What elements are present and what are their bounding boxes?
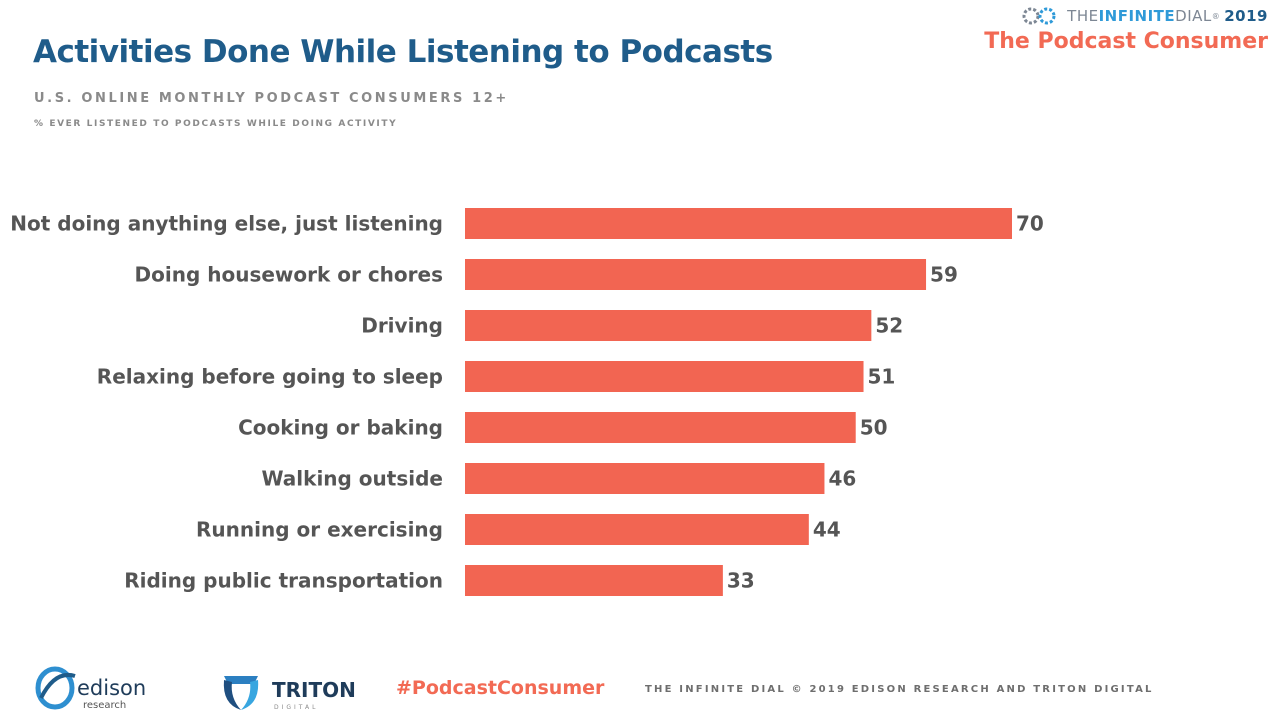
bar-value-label: 51 bbox=[868, 365, 896, 389]
bar-value-label: 59 bbox=[930, 263, 958, 287]
chart-subtitle: U.S. ONLINE MONTHLY PODCAST CONSUMERS 12… bbox=[34, 91, 509, 106]
bar-value-label: 33 bbox=[727, 569, 755, 593]
copyright: THE INFINITE DIAL © 2019 EDISON RESEARCH… bbox=[645, 684, 1154, 695]
brand-suffix: DIAL bbox=[1175, 7, 1212, 25]
page-title: Activities Done While Listening to Podca… bbox=[33, 34, 773, 70]
category-label: Walking outside bbox=[261, 467, 443, 491]
category-label: Cooking or baking bbox=[238, 416, 443, 440]
bar bbox=[465, 361, 864, 392]
bar bbox=[465, 208, 1012, 239]
triton-sub: DIGITAL bbox=[274, 704, 318, 711]
edison-research-logo: edison research bbox=[33, 662, 163, 717]
bar bbox=[465, 259, 927, 290]
bar-value-label: 70 bbox=[1016, 212, 1044, 236]
bar-chart: Not doing anything else, just listening 7… bbox=[10, 208, 1044, 596]
bar-value-label: 46 bbox=[828, 467, 856, 491]
bar bbox=[465, 412, 856, 443]
bar bbox=[465, 310, 872, 341]
triton-wordmark: TRITON bbox=[272, 678, 356, 702]
bar bbox=[465, 514, 809, 545]
category-label: Riding public transportation bbox=[124, 569, 443, 593]
chart-note: % EVER LISTENED TO PODCASTS WHILE DOING … bbox=[34, 119, 398, 129]
hashtag: #PodcastConsumer bbox=[396, 677, 605, 699]
brand-prefix: THE bbox=[1067, 7, 1099, 25]
edison-wordmark: edison bbox=[77, 676, 146, 700]
infinite-dial-logo-icon bbox=[1021, 6, 1061, 26]
bar-value-label: 52 bbox=[875, 314, 903, 338]
bar bbox=[465, 463, 825, 494]
brand-trademark: ® bbox=[1211, 11, 1221, 21]
brand-infinite-dial: THE INFINITE DIAL ® 2019 bbox=[984, 6, 1268, 26]
category-label: Doing housework or chores bbox=[135, 263, 443, 287]
edison-sub: research bbox=[83, 700, 126, 711]
brand-highlight: INFINITE bbox=[1098, 7, 1176, 25]
category-label: Driving bbox=[361, 314, 443, 338]
bar bbox=[465, 565, 723, 596]
bar-value-label: 50 bbox=[860, 416, 888, 440]
triton-digital-logo: TRITON DIGITAL bbox=[218, 664, 358, 716]
category-label: Not doing anything else, just listening bbox=[10, 212, 443, 236]
category-label: Relaxing before going to sleep bbox=[97, 365, 443, 389]
brand-block: THE INFINITE DIAL ® 2019 The Podcast Con… bbox=[984, 6, 1268, 54]
category-label: Running or exercising bbox=[196, 518, 443, 542]
bar-value-label: 44 bbox=[813, 518, 841, 542]
edison-swirl-icon bbox=[35, 666, 76, 710]
triton-mark-icon bbox=[223, 676, 259, 710]
brand-subtitle: The Podcast Consumer bbox=[984, 29, 1268, 54]
brand-year: 2019 bbox=[1224, 7, 1268, 25]
